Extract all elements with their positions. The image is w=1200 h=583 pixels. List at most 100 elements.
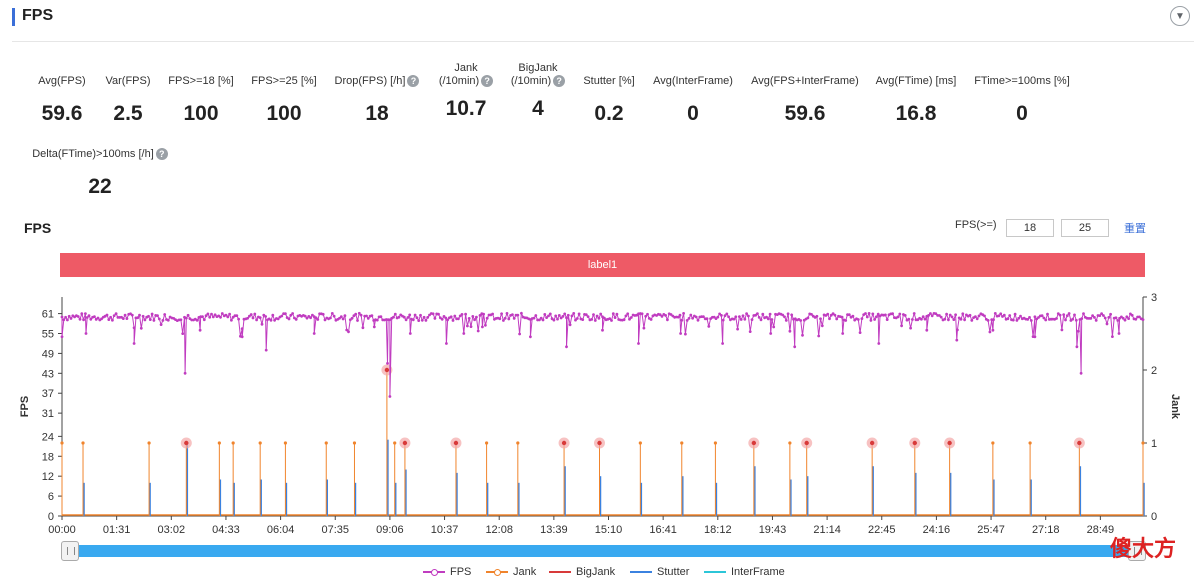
metric-label: Delta(FTime)>100ms [/h]? [20, 148, 180, 161]
metric-11: FTime>=100ms [%] 0 [942, 75, 1102, 126]
help-icon[interactable]: ? [553, 75, 566, 88]
bigjank-point [869, 440, 875, 446]
fps-point [1071, 317, 1075, 321]
fps-point [997, 314, 1001, 318]
fps-point [1134, 317, 1138, 321]
fps-threshold-2-input[interactable] [1061, 219, 1109, 237]
legend-item-bigjank[interactable]: BigJank [549, 566, 615, 578]
fps-point [1058, 313, 1062, 317]
fps-point [759, 318, 763, 322]
fps-point [240, 327, 244, 331]
fps-point [1109, 312, 1112, 316]
fps-point [491, 312, 494, 316]
fps-point [833, 313, 837, 317]
fps-point [230, 318, 233, 322]
fps-point [339, 315, 343, 319]
fps-point [599, 312, 603, 316]
fps-point [829, 313, 833, 317]
fps-point [545, 316, 548, 319]
fps-point [161, 319, 165, 322]
fps-point [291, 312, 294, 315]
metric-label: Jank (/10min)? [386, 62, 546, 88]
fps-point [482, 312, 485, 316]
fps-point [406, 316, 410, 319]
fps-point [500, 312, 503, 316]
fps-point [835, 317, 839, 321]
zoom-slider-left-handle[interactable] [61, 541, 79, 561]
metric-label: Avg(FTime) [ms] [875, 75, 957, 87]
fps-point [258, 316, 262, 319]
metric-4: Drop(FPS) [/h]? 18 [297, 75, 457, 126]
fps-point [1062, 313, 1066, 316]
reset-link[interactable]: 重置 [1124, 223, 1146, 235]
fps-point [974, 315, 977, 318]
fps-point [570, 314, 574, 318]
fps-point [1026, 318, 1030, 321]
bigjank-point [384, 367, 390, 373]
fps-point [347, 330, 350, 334]
fps-point [532, 316, 536, 320]
help-icon[interactable]: ? [155, 148, 168, 161]
fps-point [1100, 312, 1103, 315]
fps-point [956, 328, 959, 332]
legend-item-jank[interactable]: Jank [486, 566, 536, 578]
label-band[interactable]: label1 [60, 253, 1145, 277]
fps-threshold-1-input[interactable] [1006, 219, 1054, 237]
fps-point [1065, 314, 1069, 318]
fps-point [60, 315, 64, 319]
fps-point [539, 316, 543, 320]
fps-point [166, 318, 170, 322]
fps-point [691, 316, 694, 320]
fps-point [464, 312, 467, 316]
fps-point [1006, 317, 1010, 321]
fps-point [82, 318, 85, 322]
fps-point [469, 325, 473, 328]
fps-point [900, 324, 903, 328]
fps-point [148, 318, 152, 321]
metric-label: Var(FPS) [105, 75, 151, 87]
legend-item-interframe[interactable]: InterFrame [704, 566, 785, 578]
fps-point [903, 314, 907, 317]
fps-point [819, 317, 822, 321]
fps-point [1075, 345, 1079, 349]
zoom-slider-track[interactable] [64, 545, 1138, 557]
fps-point [426, 316, 430, 319]
legend-item-stutter[interactable]: Stutter [630, 566, 689, 578]
fps-point [84, 332, 88, 335]
help-icon[interactable]: ? [481, 75, 494, 88]
fps-point [240, 335, 244, 339]
x-tick-label: 21:14 [813, 524, 841, 533]
legend-label-fps: FPS [450, 566, 472, 578]
jank-point [283, 441, 288, 445]
metric-2: FPS>=18 [%] 100 [121, 75, 281, 126]
fps-point [1117, 332, 1121, 335]
fps-point [869, 319, 873, 322]
fps-point [466, 324, 469, 328]
help-icon[interactable]: ? [407, 75, 420, 88]
fps-point [1093, 316, 1096, 319]
fps-point [1082, 312, 1085, 316]
fps-point [408, 313, 412, 317]
x-tick-label: 28:49 [1087, 524, 1115, 533]
fps-point [125, 317, 129, 320]
fps-point [801, 333, 804, 337]
fps-point [1105, 322, 1109, 326]
zoom-slider-right-handle[interactable] [1128, 541, 1146, 561]
collapse-button[interactable]: ▼ [1170, 6, 1190, 26]
metric-value: 4 [532, 97, 544, 120]
jank-point [393, 441, 397, 445]
metric-label: FPS>=18 [%] [168, 75, 234, 87]
legend-item-fps[interactable]: FPS [423, 566, 471, 578]
fps-point [1073, 313, 1076, 317]
fps-point [224, 313, 228, 317]
fps-point [69, 317, 73, 320]
fps-point [968, 313, 972, 317]
fps-point [799, 319, 803, 322]
fps-point [757, 316, 761, 319]
fps-point [433, 317, 437, 320]
fps-point [930, 314, 934, 318]
jank-point [484, 441, 489, 445]
y-tick-label: 49 [42, 348, 54, 360]
y-axis-label: FPS [19, 396, 31, 417]
